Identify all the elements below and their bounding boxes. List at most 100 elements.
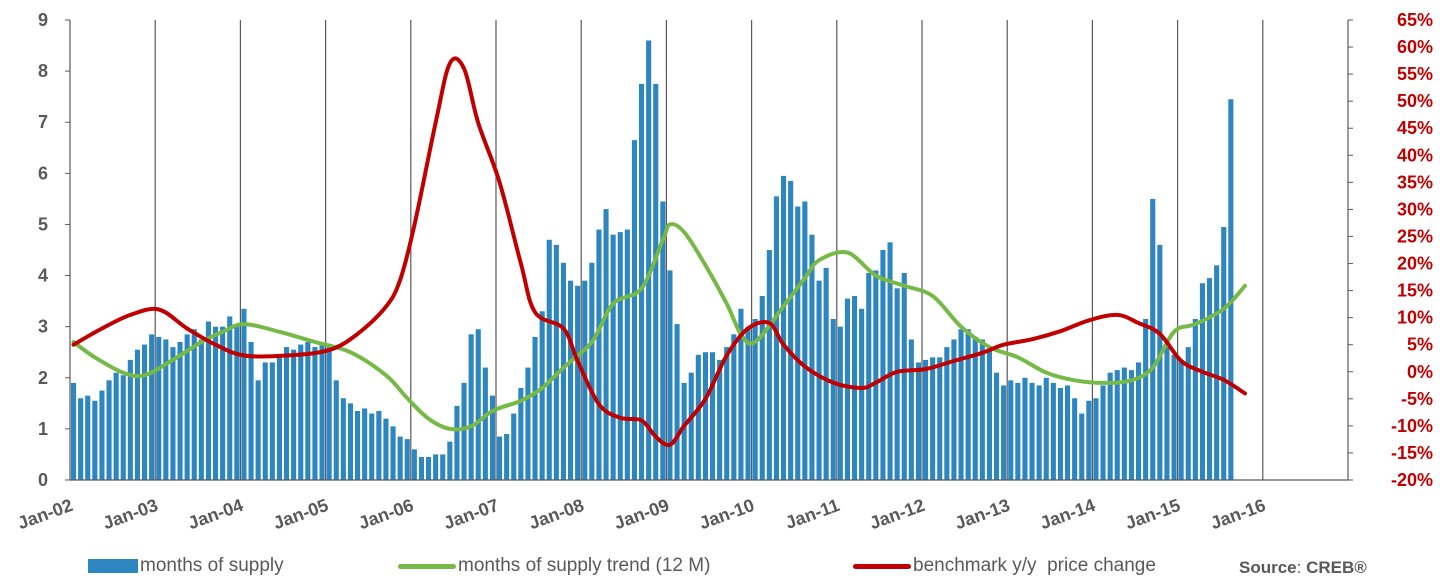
- bar: [589, 262, 595, 480]
- bar: [134, 349, 140, 480]
- bar: [979, 339, 985, 480]
- bar: [731, 334, 737, 480]
- tick-label: 65%: [1397, 10, 1433, 30]
- bar: [944, 347, 950, 480]
- bar: [1001, 385, 1007, 480]
- bar: [631, 140, 637, 481]
- legend: months of supply months of supply trend …: [0, 553, 1440, 583]
- x-tick-label: Jan-05: [271, 495, 331, 533]
- bar: [425, 457, 432, 480]
- bar: [1079, 413, 1085, 480]
- tick-label: 4: [38, 266, 48, 286]
- bar: [724, 347, 730, 480]
- bar: [1164, 347, 1170, 480]
- bar: [212, 326, 219, 480]
- x-tick-label: Jan-11: [783, 495, 843, 533]
- tick-label: 5: [38, 214, 48, 234]
- bar: [638, 83, 645, 480]
- bar: [440, 454, 446, 480]
- bar: [1072, 398, 1078, 480]
- bar: [837, 326, 843, 480]
- bar: [177, 342, 183, 480]
- bar: [809, 234, 815, 480]
- bar: [738, 308, 744, 480]
- right-axis-ticks: -20% -15% -10% -5% 0% 5% 10% 15% 20% 25% 30% 35% 40%…: [1348, 10, 1433, 490]
- x-tick-label: Jan-13: [952, 495, 1012, 533]
- legend-item-months-of-supply: months of supply: [88, 555, 284, 577]
- bar: [908, 339, 914, 480]
- bar: [404, 439, 410, 480]
- bar: [511, 413, 517, 480]
- bar: [553, 244, 559, 480]
- bar: [92, 400, 98, 480]
- bar: [773, 196, 779, 480]
- bar: [972, 336, 978, 480]
- bar: [610, 234, 616, 480]
- bar: [816, 280, 822, 480]
- bar: [823, 267, 829, 480]
- bar: [859, 308, 865, 480]
- bar: [298, 344, 304, 480]
- bar: [1050, 382, 1056, 480]
- bar: [873, 270, 879, 480]
- bar: [468, 334, 474, 480]
- bar: [1107, 372, 1113, 480]
- bar: [1100, 385, 1106, 480]
- bar: [532, 336, 538, 480]
- bar: [546, 239, 552, 480]
- bar: [262, 362, 268, 480]
- bar: [1015, 382, 1021, 480]
- x-tick-label: Jan-03: [100, 495, 160, 533]
- bar: [880, 250, 886, 480]
- bar: [780, 175, 787, 480]
- bar: [901, 273, 907, 480]
- bar: [362, 408, 368, 480]
- bar: [681, 382, 687, 480]
- bar: [915, 362, 921, 480]
- tick-label: 0%: [1407, 362, 1433, 382]
- bar: [376, 411, 382, 480]
- bar: [1171, 354, 1177, 480]
- bar: [1093, 398, 1099, 480]
- bar: [795, 206, 801, 480]
- bar: [965, 329, 971, 480]
- bar: [603, 209, 609, 481]
- bar: [1192, 319, 1198, 480]
- bar: [1114, 370, 1120, 480]
- bar: [1008, 380, 1014, 480]
- bar: [844, 298, 850, 480]
- bar: [922, 359, 929, 480]
- legend-swatch-trend: [398, 563, 456, 569]
- bar: [326, 347, 332, 480]
- bar: [575, 285, 581, 480]
- legend-item-price-change: benchmark y/y price change: [853, 555, 1156, 577]
- bar: [759, 296, 765, 480]
- axes: [69, 20, 1349, 481]
- tick-label: 10%: [1397, 308, 1433, 328]
- bar: [1157, 244, 1163, 480]
- x-tick-label: Jan-06: [356, 495, 416, 533]
- bar: [653, 83, 659, 480]
- tick-label: 25%: [1397, 226, 1433, 246]
- bar: [802, 201, 808, 480]
- bar: [305, 342, 311, 480]
- bar: [291, 349, 297, 480]
- tick-label: 50%: [1397, 91, 1433, 111]
- tick-label: -10%: [1391, 416, 1433, 436]
- tick-label: -15%: [1391, 443, 1433, 463]
- bar: [433, 454, 439, 480]
- bar: [560, 262, 566, 480]
- bar: [866, 273, 872, 480]
- legend-label: months of supply: [140, 555, 284, 576]
- bar: [276, 354, 282, 480]
- tick-label: 9: [38, 10, 48, 30]
- legend-swatch-bar: [88, 559, 138, 573]
- bar: [646, 40, 652, 480]
- source-value: CREB®: [1306, 558, 1367, 577]
- tick-label: 30%: [1397, 199, 1433, 219]
- bar: [99, 390, 105, 480]
- bar: [241, 308, 247, 480]
- x-tick-label: Jan-02: [15, 495, 75, 533]
- bar: [958, 329, 964, 480]
- bar: [184, 334, 190, 480]
